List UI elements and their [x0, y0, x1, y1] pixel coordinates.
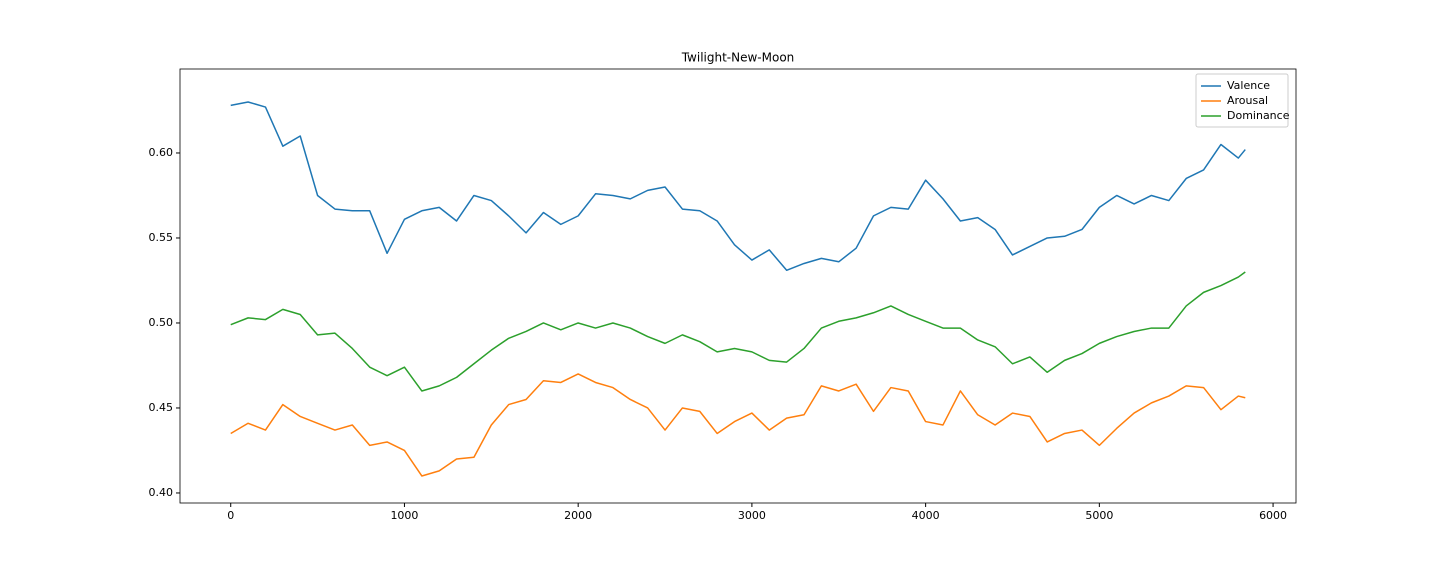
legend: Valence Arousal Dominance	[1195, 73, 1290, 128]
y-tick-label: 0.50	[149, 316, 174, 329]
legend-label: Arousal	[1227, 94, 1268, 107]
y-tick-label: 0.40	[149, 486, 174, 499]
legend-box	[1195, 73, 1289, 128]
x-tick-label: 0	[227, 509, 234, 522]
y-tick-label: 0.60	[149, 146, 174, 159]
x-tick-label: 3000	[738, 509, 766, 522]
chart-title: Twilight-New-Moon	[681, 51, 795, 65]
series-line	[230, 271, 1246, 392]
x-tick-label: 6000	[1259, 509, 1287, 522]
series-line	[230, 101, 1246, 272]
x-tick-label: 1000	[390, 509, 418, 522]
series-line	[230, 373, 1246, 477]
legend-label: Valence	[1227, 79, 1270, 92]
y-tick-label: 0.45	[149, 401, 174, 414]
x-tick-label: 4000	[912, 509, 940, 522]
legend-label: Dominance	[1227, 109, 1290, 122]
x-tick-label: 2000	[564, 509, 592, 522]
x-tick-label: 5000	[1085, 509, 1113, 522]
plot-frame	[179, 68, 1297, 504]
y-tick-label: 0.55	[149, 231, 174, 244]
